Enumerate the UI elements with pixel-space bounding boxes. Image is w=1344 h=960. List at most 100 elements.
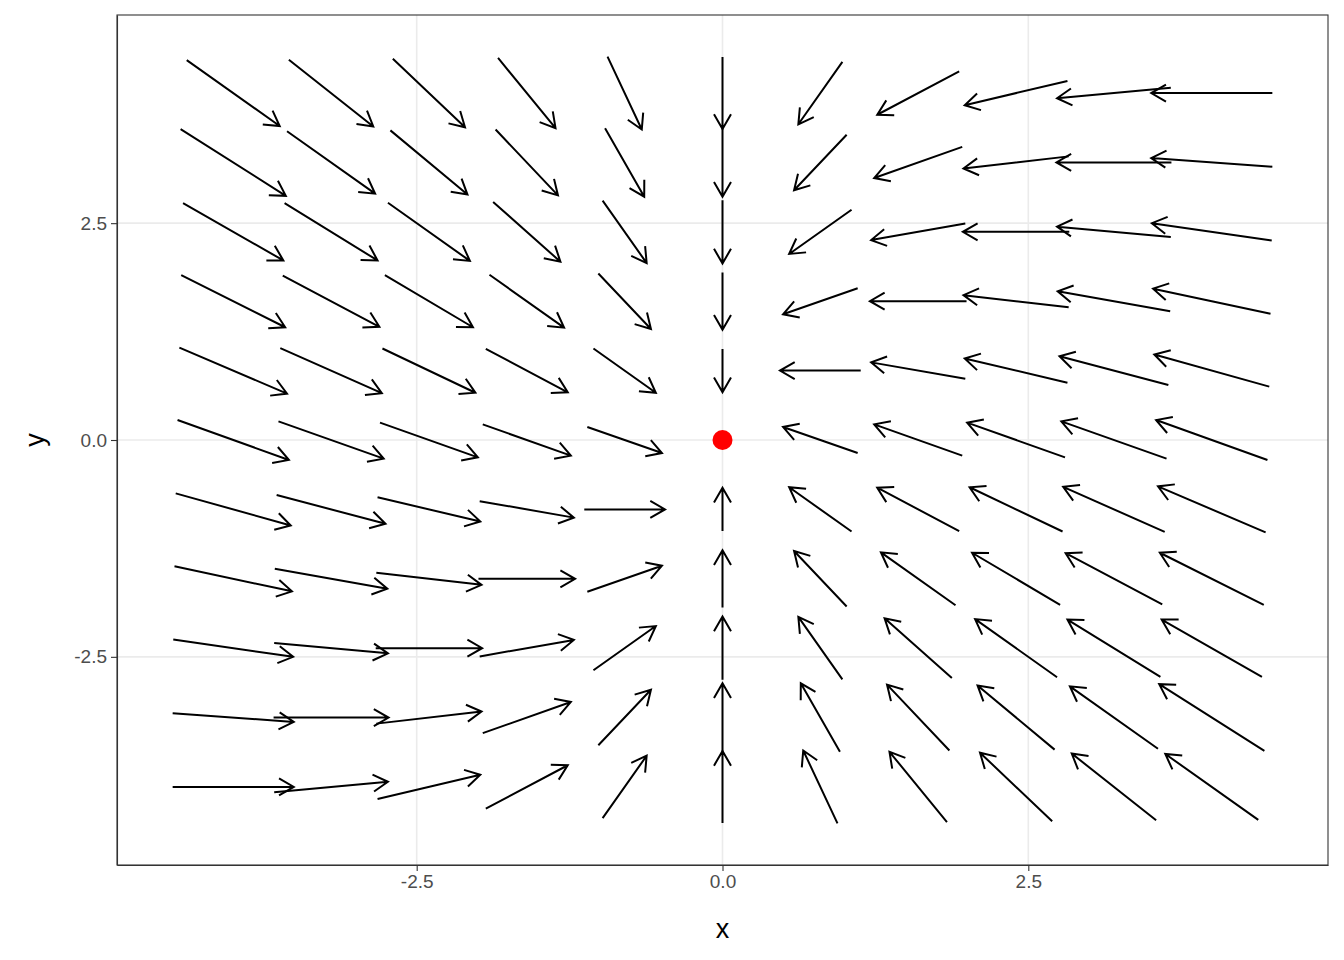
arrow: [789, 487, 851, 531]
x-tick-label: -2.5: [401, 871, 434, 892]
arrow: [965, 354, 1068, 383]
y-tick: -2.5: [74, 646, 117, 667]
arrow: [975, 619, 1057, 677]
arrow: [603, 201, 647, 263]
arrow: [1151, 85, 1272, 102]
marks: [173, 57, 1273, 824]
arrow: [801, 683, 840, 752]
arrow: [174, 566, 291, 596]
arrow: [274, 643, 388, 661]
arrow: [871, 224, 965, 246]
arrow: [967, 420, 1065, 458]
arrow: [278, 421, 383, 461]
arrow: [780, 362, 861, 379]
arrow: [714, 200, 731, 263]
y-tick: 0.0: [81, 430, 117, 451]
y-tick-label: 0.0: [81, 430, 107, 451]
x-tick: 0.0: [710, 865, 736, 892]
arrow: [274, 775, 388, 793]
arrow: [608, 57, 644, 130]
arrow: [593, 348, 655, 392]
arrow: [1072, 754, 1156, 821]
x-tick-mark: [722, 865, 723, 871]
y-tick-label: -2.5: [74, 646, 107, 667]
arrow: [1070, 686, 1158, 748]
arrow: [173, 712, 294, 729]
arrow: [478, 570, 575, 587]
arrow: [887, 685, 949, 751]
arrow: [783, 288, 858, 317]
grid: [117, 15, 1328, 865]
arrow: [714, 128, 731, 197]
arrow: [496, 129, 558, 195]
x-axis: -2.5 0.0 2.5: [118, 865, 1329, 892]
arrow: [393, 59, 465, 128]
arrow: [480, 634, 574, 656]
arrow: [493, 202, 560, 262]
arrow: [176, 493, 291, 529]
arrow: [885, 618, 952, 678]
y-axis-line: [117, 16, 118, 866]
arrow: [798, 617, 842, 679]
arrow: [178, 420, 289, 463]
arrow: [380, 423, 478, 461]
arrow: [181, 129, 286, 196]
x-tick-label: 2.5: [1016, 871, 1042, 892]
arrow: [181, 275, 285, 328]
arrow: [584, 501, 665, 518]
y-tick-mark: [111, 223, 117, 224]
arrow: [1153, 283, 1270, 313]
arrow: [483, 424, 571, 458]
arrow: [1152, 217, 1272, 241]
arrow: [587, 563, 662, 592]
arrow: [275, 569, 388, 595]
x-tick-label: 0.0: [710, 871, 736, 892]
arrow: [972, 553, 1060, 605]
arrow: [598, 273, 651, 329]
arrow: [871, 357, 965, 379]
arrow: [378, 497, 481, 526]
arrow: [889, 752, 946, 822]
arrow: [963, 223, 1069, 240]
arrow: [714, 550, 731, 607]
arrow: [283, 276, 380, 328]
arrow: [486, 765, 568, 809]
arrow: [1160, 552, 1264, 605]
arrow: [1060, 352, 1169, 385]
panel-background: [117, 15, 1328, 865]
arrow: [802, 751, 838, 824]
arrow: [789, 210, 851, 254]
x-tick-mark: [1028, 865, 1029, 871]
y-tick-label: 2.5: [81, 213, 107, 234]
arrow: [874, 421, 962, 455]
arrow: [1151, 151, 1272, 168]
panel-border: [117, 15, 1328, 865]
arrow: [388, 203, 470, 261]
arrow: [970, 486, 1063, 532]
arrow: [794, 135, 847, 191]
arrow: [179, 348, 287, 396]
arrow: [714, 273, 731, 330]
y-tick-mark: [111, 657, 117, 658]
arrow: [1159, 684, 1264, 751]
arrow: [289, 60, 373, 127]
arrow: [378, 770, 481, 799]
arrow: [714, 488, 731, 531]
arrow: [1154, 350, 1269, 386]
arrow: [603, 756, 647, 818]
arrow: [978, 685, 1055, 749]
arrow: [714, 683, 731, 752]
arrow: [287, 131, 375, 193]
arrow: [714, 57, 731, 129]
arrow: [714, 617, 731, 680]
arrow: [965, 81, 1068, 110]
arrow: [376, 640, 482, 657]
arrow: [794, 551, 847, 607]
y-axis-title: y: [20, 433, 50, 447]
y-tick-mark: [111, 440, 117, 441]
arrow: [486, 349, 568, 393]
arrow: [1061, 418, 1166, 458]
arrow: [390, 130, 467, 194]
y-tick: 2.5: [81, 213, 117, 234]
arrow: [714, 751, 731, 823]
